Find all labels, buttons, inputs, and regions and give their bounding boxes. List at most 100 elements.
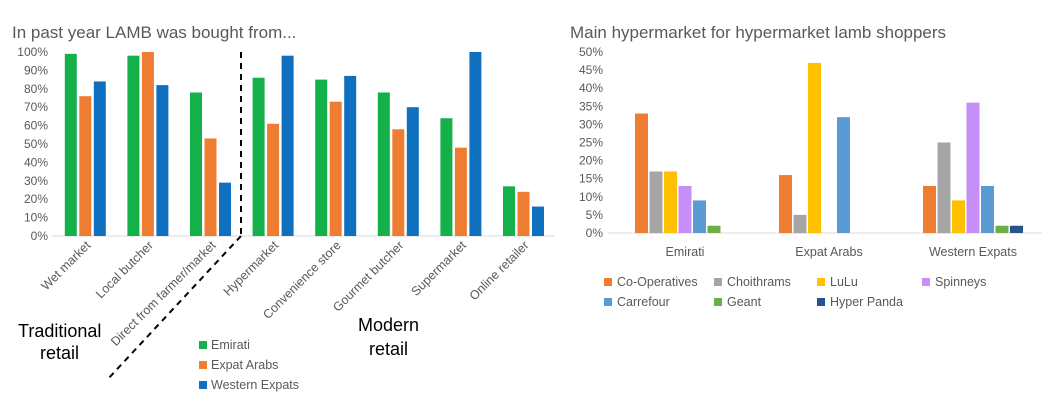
left-x-tick-label: Local butcher (93, 238, 156, 301)
bar-expat-arabs-convenience-store (329, 101, 342, 237)
left-y-tick-label: 100% (17, 45, 48, 59)
right-chart-title: Main hypermarket for hypermarket lamb sh… (570, 23, 946, 42)
right-y-tick-label: 45% (579, 63, 603, 77)
left-y-tick-label: 90% (24, 63, 48, 77)
right-x-tick-label: Expat Arabs (795, 245, 862, 259)
right-y-tick-label: 0% (586, 226, 604, 240)
bar-emirati-online-retailer (503, 186, 515, 236)
right-y-tick-label: 15% (579, 172, 603, 186)
left-x-tick-label: Wet market (38, 238, 93, 293)
bar-expat-arabs-online-retailer (517, 191, 530, 236)
chart-main-hypermarket: Main hypermarket for hypermarket lamb sh… (570, 23, 1042, 309)
legend-swatch-spinneys (922, 278, 930, 286)
right-y-tick-label: 20% (579, 154, 603, 168)
left-y-tick-label: 50% (24, 137, 48, 151)
right-x-axis-labels: Emirati Expat Arabs Western Expats (666, 245, 1017, 259)
right-y-tick-label: 40% (579, 81, 603, 95)
left-y-axis: 0% 10% 20% 30% 40% 50% 60% 70% 80% 90% 100% (17, 45, 48, 243)
right-y-tick-label: 5% (586, 208, 604, 222)
bar-expat-arabs-hypermarket (267, 123, 280, 236)
bar-western-expats-direct-from-farmer-market (219, 182, 231, 236)
legend-label-choithrams: Choithrams (727, 275, 791, 289)
bar-emirati-wet-market (64, 53, 77, 237)
bar-expat-arabs-direct-from-farmer-market (204, 138, 217, 236)
left-bars (64, 52, 544, 237)
legend-swatch-expat-arabs (199, 361, 207, 369)
legend-label-expat-arabs: Expat Arabs (211, 358, 278, 372)
left-x-tick-label: Supermarket (409, 238, 470, 299)
annotation-modern-line1: Modern (358, 315, 419, 335)
annotation-traditional-line2: retail (40, 343, 79, 363)
legend-swatch-geant (714, 298, 722, 306)
annotation-modern-retail: Modern retail (358, 315, 424, 359)
legend-label-hyper-panda: Hyper Panda (830, 295, 903, 309)
bar-carrefour-western-expats (981, 185, 994, 233)
bar-hyper-panda-western-expats (1010, 225, 1023, 233)
left-y-tick-label: 60% (24, 119, 48, 133)
left-y-tick-label: 20% (24, 192, 48, 206)
right-x-tick-label: Western Expats (929, 245, 1017, 259)
bar-emirati-convenience-store (315, 79, 328, 236)
bar-co-operatives-expat-arabs (779, 175, 792, 233)
legend-swatch-choithrams (714, 278, 722, 286)
bar-geant-western-expats (995, 225, 1009, 233)
bar-spinneys-emirati (678, 185, 692, 233)
bar-western-expats-local-butcher (156, 85, 169, 237)
chart-lamb-purchase-channels: In past year LAMB was bought from... 0% 1… (12, 23, 555, 392)
bar-emirati-local-butcher (127, 55, 140, 237)
bar-lulu-expat-arabs (808, 62, 821, 233)
right-y-tick-label: 25% (579, 136, 603, 150)
bar-carrefour-emirati (693, 200, 706, 233)
bar-emirati-supermarket (440, 118, 453, 236)
bar-emirati-hypermarket (252, 77, 265, 236)
annotation-modern-line2: retail (369, 339, 408, 359)
legend-label-carrefour: Carrefour (617, 295, 670, 309)
bar-geant-emirati (707, 225, 721, 233)
annotation-traditional-line1: Traditional (18, 321, 101, 341)
left-y-tick-label: 80% (24, 82, 48, 96)
legend-label-emirati: Emirati (211, 338, 250, 352)
bar-carrefour-expat-arabs (837, 117, 850, 233)
right-y-tick-label: 10% (579, 190, 603, 204)
left-x-tick-label: Direct from farmer/market (108, 238, 219, 349)
legend-label-lulu: LuLu (830, 275, 858, 289)
right-x-tick-label: Emirati (666, 245, 705, 259)
right-y-tick-label: 30% (579, 117, 603, 131)
bar-choithrams-western-expats (937, 142, 951, 233)
annotation-traditional-retail: Traditional retail (18, 321, 106, 363)
bar-western-expats-hypermarket (281, 55, 294, 237)
bar-expat-arabs-wet-market (79, 96, 92, 236)
left-y-tick-label: 40% (24, 155, 48, 169)
right-y-tick-label: 35% (579, 99, 603, 113)
bar-spinneys-western-expats (966, 102, 980, 234)
bar-expat-arabs-local-butcher (141, 52, 154, 236)
bar-co-operatives-western-expats (923, 185, 936, 233)
right-legend: Co-Operatives Choithrams LuLu Spinneys Carre… (604, 275, 986, 309)
left-y-tick-label: 10% (24, 211, 48, 225)
right-y-axis: 0% 5% 10% 15% 20% 25% 30% 35% 40% 45% 50% (579, 45, 603, 240)
left-y-tick-label: 70% (24, 100, 48, 114)
bar-western-expats-wet-market (93, 81, 106, 236)
bar-western-expats-convenience-store (344, 75, 357, 236)
left-x-tick-label: Online retailer (467, 238, 532, 303)
bar-emirati-direct-from-farmer-market (190, 92, 202, 236)
bar-emirati-gourmet-butcher (377, 92, 390, 236)
left-chart-title: In past year LAMB was bought from... (12, 23, 296, 42)
bar-lulu-emirati (664, 171, 677, 233)
legend-swatch-carrefour (604, 298, 612, 306)
bar-western-expats-gourmet-butcher (406, 107, 419, 236)
left-y-tick-label: 0% (31, 229, 49, 243)
right-bars (635, 62, 1023, 234)
legend-swatch-emirati (199, 341, 207, 349)
bar-choithrams-expat-arabs (793, 214, 807, 233)
legend-label-spinneys: Spinneys (935, 275, 986, 289)
bar-western-expats-online-retailer (532, 206, 544, 236)
bar-expat-arabs-supermarket (454, 147, 467, 236)
bar-co-operatives-emirati (635, 113, 648, 233)
bar-western-expats-supermarket (469, 52, 482, 236)
legend-label-western-expats: Western Expats (211, 378, 299, 392)
bar-lulu-western-expats (952, 200, 965, 233)
legend-label-co-operatives: Co-Operatives (617, 275, 698, 289)
